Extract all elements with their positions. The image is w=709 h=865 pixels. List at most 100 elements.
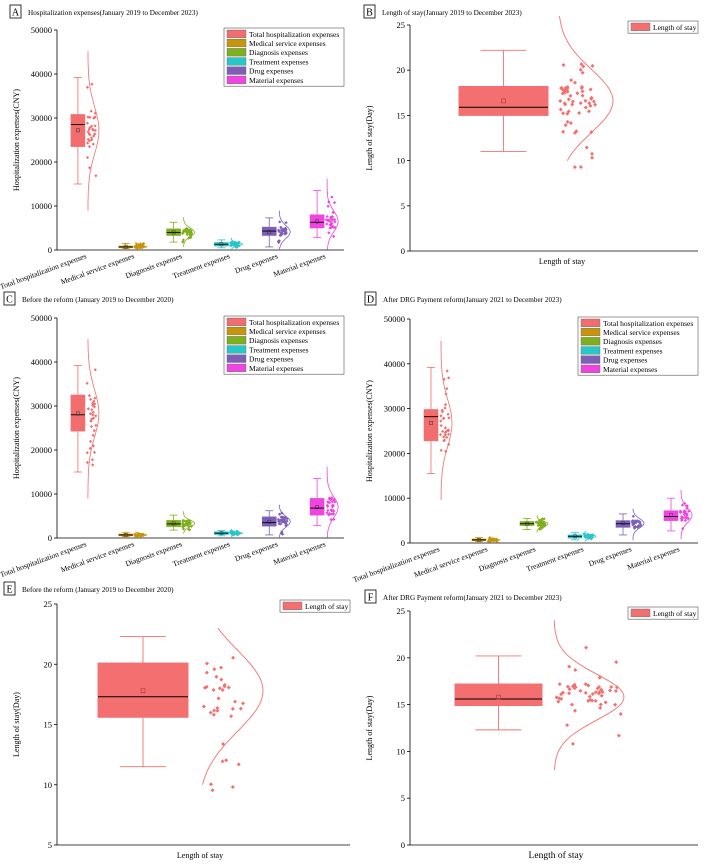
data-point [568,121,573,126]
panel-e: E Before the reform (January 2019 to Dece… [3,581,351,860]
data-point [599,693,604,698]
data-point [181,519,185,523]
data-point [584,145,589,150]
data-point [219,665,224,670]
series-4: Treatment expenses [171,529,243,568]
data-point [185,521,189,525]
data-point [330,496,334,500]
y-tick-label: 20 [44,659,53,669]
data-point [560,690,565,695]
panel-title: Before the reform (January 2019 to Decem… [22,296,174,304]
data-point [686,516,690,521]
mean-marker [525,521,529,526]
legend-label: Length of stay [305,602,349,611]
data-point [631,523,635,527]
data-point [575,91,580,96]
data-point [583,682,588,687]
data-point [86,137,90,142]
y-tick-label: 10000 [31,489,52,499]
data-point [283,226,288,230]
data-point [597,684,602,689]
data-point [439,414,443,418]
mean-marker [171,521,176,526]
data-point [439,419,443,423]
data-point [85,381,89,385]
data-point [279,518,283,522]
legend-label: Medical service expenses [249,39,326,48]
series-length-of-stay [458,15,614,170]
legend-label: Treatment expenses [603,346,663,355]
data-point [561,111,566,116]
panel-title: Hospitalization expenses(January 2019 to… [28,9,198,17]
data-point [87,394,92,398]
data-point [224,758,229,763]
y-tick-label: 0 [48,245,52,255]
data-point [186,230,190,235]
panel-f: F After DRG Payment reform(January 2021 t… [364,589,699,861]
mean-marker [267,230,272,234]
panel-title: Length of stay(January 2019 to December … [382,9,522,17]
data-point [578,67,583,72]
data-point [326,204,330,208]
data-point [91,410,95,414]
series-6: Material expenses [272,178,339,279]
y-tick-label: 20000 [384,448,405,458]
data-point [212,667,217,672]
y-tick-label: 50000 [384,314,405,324]
legend-swatch [580,346,601,355]
box [309,214,325,229]
data-point [93,402,97,406]
y-tick-label: 10000 [384,493,405,503]
data-point [569,78,574,83]
data-point [590,63,595,68]
data-point [683,501,687,506]
y-tick-label: 0 [401,840,405,850]
data-point [211,687,216,692]
y-tick-label: 5 [401,201,405,211]
data-point [565,723,570,728]
data-point [445,435,449,440]
legend-label: Medical service expenses [249,327,326,336]
data-point [85,460,90,465]
data-point [187,527,191,532]
data-point [217,686,222,691]
data-point [325,511,329,515]
data-point [683,518,687,523]
distribution-curve [326,178,339,250]
data-point [284,228,288,232]
data-point [182,229,186,233]
data-point [94,174,98,178]
data-point [91,142,95,146]
legend-label: Diagnosis expenses [249,336,308,345]
data-point [445,369,449,373]
data-point [205,661,210,666]
y-tick-label: 20000 [31,157,52,167]
data-point [636,525,640,529]
data-point [216,696,221,701]
data-point [87,127,91,132]
data-point [578,688,583,693]
data-point [680,515,684,519]
data-point [567,687,572,692]
data-point [133,244,137,249]
data-point [573,708,578,713]
data-point [93,368,97,372]
data-point [539,524,543,528]
y-tick-label: 30000 [31,401,52,411]
data-point [277,240,281,245]
data-point [614,660,619,665]
data-point [188,522,192,526]
series-length-of-stay [97,627,264,793]
data-point [231,531,236,535]
data-point [578,165,583,170]
mean-marker [669,513,673,518]
legend-label: Diagnosis expenses [249,48,308,57]
x-axis-label: Length of stay [529,850,584,861]
data-point [563,102,568,107]
data-point [285,519,289,523]
panel-letter-box [364,291,377,306]
series-5: Drug expenses [234,210,291,275]
y-tick-label: 40000 [384,359,405,369]
data-point [332,498,336,502]
legend-swatch [226,29,247,38]
